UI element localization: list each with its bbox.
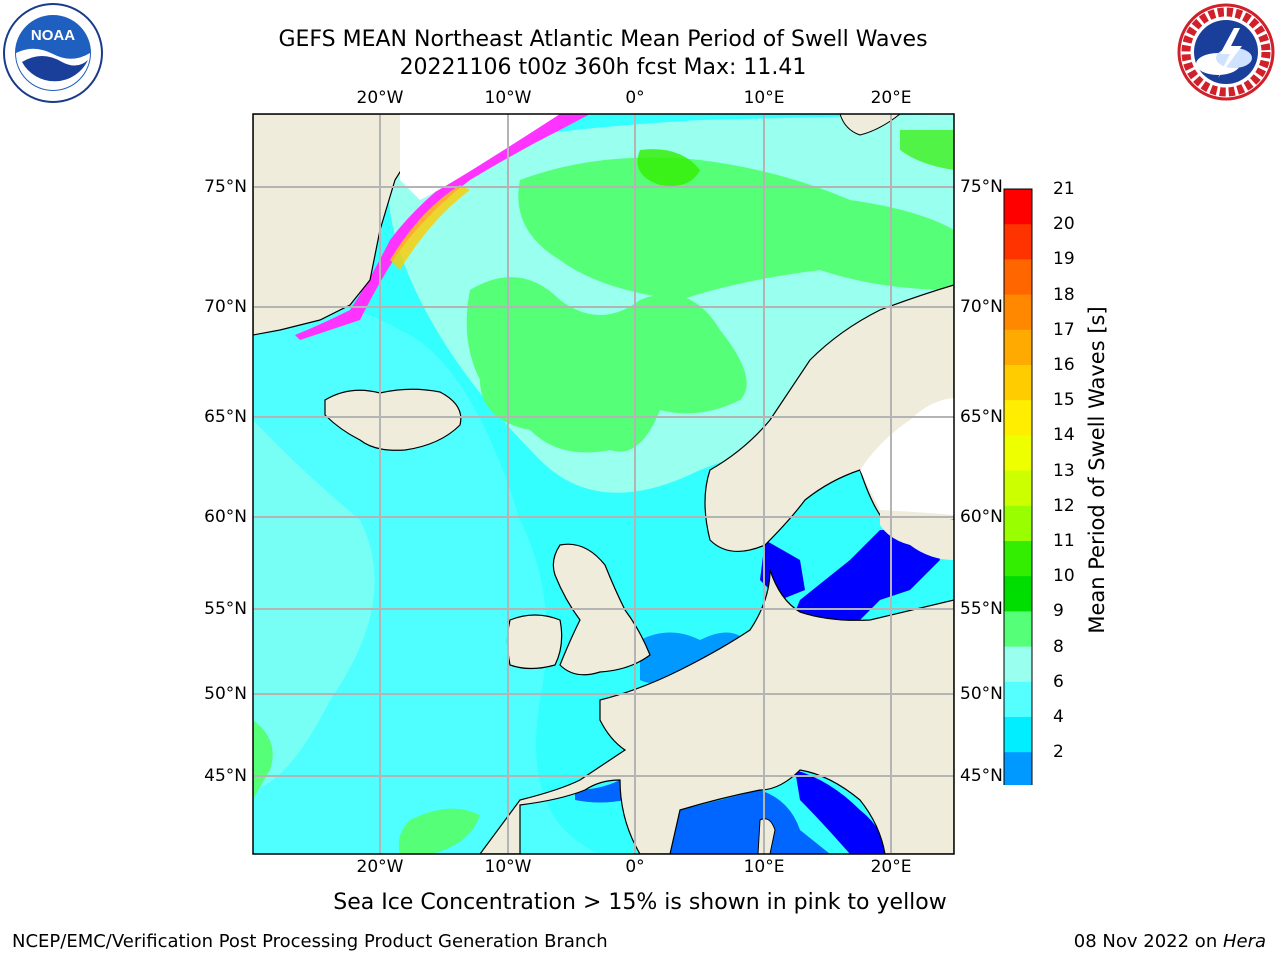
swell-patch-10-a <box>466 277 747 453</box>
lon-label-bottom-0: 0° <box>625 857 645 877</box>
footer-credit: NCEP/EMC/Verification Post Processing Pr… <box>12 931 608 952</box>
noaa-logo-text: NOAA <box>31 27 75 44</box>
swell-adriatic <box>795 770 885 854</box>
chart-title: GEFS MEAN Northeast Atlantic Mean Period… <box>278 27 928 52</box>
colorbar-tick: 10 <box>1053 566 1075 587</box>
sea-ice-yellow <box>390 185 470 270</box>
colorbar-segment <box>1004 400 1032 436</box>
swell-patch-10-sw <box>253 720 273 800</box>
colorbar-tick: 19 <box>1053 249 1075 270</box>
colorbar-tick: 12 <box>1053 495 1075 516</box>
colorbar-tick: 21 <box>1053 179 1075 199</box>
lat-label-right-60n: 60°N <box>960 507 1003 527</box>
colorbar-segment <box>1004 717 1032 753</box>
colorbar-tick: 8 <box>1053 636 1064 657</box>
swell-med-west <box>670 790 830 854</box>
lat-label-right-55n: 55°N <box>960 599 1003 619</box>
swell-baltic <box>760 530 940 625</box>
colorbar-segment <box>1004 294 1032 331</box>
colorbar-segment <box>1004 224 1032 260</box>
colorbar-segment <box>1004 259 1032 296</box>
colorbar-tick: 6 <box>1053 671 1064 692</box>
land-sardinia <box>757 818 776 854</box>
lon-label-top-20w: 20°W <box>356 88 404 108</box>
colorbar-tick: 20 <box>1053 214 1075 235</box>
swell-band-9-west <box>253 420 375 790</box>
map-frame <box>252 113 955 855</box>
ice-bothnia <box>860 398 954 515</box>
lat-label-left-70n: 70°N <box>204 297 247 317</box>
colorbar-segment <box>1004 646 1032 683</box>
colorbar-tick: 16 <box>1053 355 1075 375</box>
lon-label-top-20e: 20°E <box>870 88 912 108</box>
land-svalbard <box>839 114 901 136</box>
swell-band-8 <box>253 298 600 854</box>
colorbar-tick: 15 <box>1053 390 1075 411</box>
sea-ice-edge <box>295 114 590 340</box>
colorbar-tick: 4 <box>1053 707 1064 727</box>
colorbar-segment <box>1004 365 1032 401</box>
lat-label-right-75n: 75°N <box>960 177 1003 197</box>
colorbar-label: Mean Period of Swell Waves [s] <box>1085 306 1109 634</box>
colorbar-tick: 14 <box>1053 425 1075 446</box>
lon-label-bottom-10e: 10°E <box>743 857 785 877</box>
colorbar-segment <box>1004 329 1032 366</box>
swell-patch-10-s <box>398 808 480 854</box>
lon-label-bottom-20e: 20°E <box>870 857 912 877</box>
colorbar-tick: 11 <box>1053 531 1075 551</box>
graticule <box>253 114 954 854</box>
colorbar-tick: 9 <box>1053 601 1064 622</box>
lat-label-left-45n: 45°N <box>204 766 247 786</box>
swell-patch-11-b <box>900 130 954 170</box>
lat-label-left-75n: 75°N <box>204 177 247 197</box>
colorbar-tick: 18 <box>1053 284 1075 305</box>
lon-label-bottom-20w: 20°W <box>356 857 404 877</box>
colorbar-segment <box>1004 611 1032 648</box>
lon-label-top-10e: 10°E <box>743 88 785 108</box>
colorbar-segment <box>1004 681 1032 718</box>
lat-label-left-65n: 65°N <box>204 407 247 427</box>
lat-label-right-65n: 65°N <box>960 407 1003 427</box>
swell-biscay-coast <box>575 780 625 803</box>
colorbar-segment <box>1004 752 1032 785</box>
swell-north-sea-south <box>640 632 745 684</box>
footer-host: Hera <box>1222 931 1266 952</box>
lat-label-right-45n: 45°N <box>960 766 1003 786</box>
lat-label-left-55n: 55°N <box>204 599 247 619</box>
footer-date-text: 08 Nov 2022 on <box>1073 931 1223 952</box>
land-ireland <box>506 614 563 670</box>
lon-label-top-0: 0° <box>625 88 645 108</box>
lon-label-top-10w: 10°W <box>484 88 532 108</box>
colorbar-segment <box>1004 189 1032 225</box>
colorbar-segment <box>1004 470 1032 507</box>
sea-ice-caption: Sea Ice Concentration > 15% is shown in … <box>333 890 947 915</box>
lat-label-left-60n: 60°N <box>204 507 247 527</box>
noaa-logo: NOAA <box>3 3 103 103</box>
footer-date: 08 Nov 2022 on Hera <box>1074 931 1266 952</box>
swell-patch-10-b <box>518 157 954 300</box>
colorbar-segment <box>1004 576 1032 612</box>
colorbar-tick: 2 <box>1053 742 1064 763</box>
colorbar-tick: 17 <box>1053 319 1075 340</box>
swell-patch-11-a <box>637 149 700 186</box>
lat-label-right-70n: 70°N <box>960 297 1003 317</box>
colorbar <box>1003 188 1033 785</box>
lat-label-right-50n: 50°N <box>960 684 1003 704</box>
nws-logo <box>1177 3 1275 101</box>
colorbar-tick: 13 <box>1053 460 1075 481</box>
lat-label-left-50n: 50°N <box>204 684 247 704</box>
colorbar-frame <box>1003 188 1033 785</box>
colorbar-segment <box>1004 435 1032 472</box>
colorbar-segment <box>1004 505 1032 542</box>
colorbar-segment <box>1004 541 1032 577</box>
ice-sheet-greenland <box>400 114 560 200</box>
lon-label-bottom-10w: 10°W <box>484 857 532 877</box>
chart-subtitle: 20221106 t00z 360h fcst Max: 11.41 <box>399 55 807 80</box>
land-finland <box>880 510 954 560</box>
